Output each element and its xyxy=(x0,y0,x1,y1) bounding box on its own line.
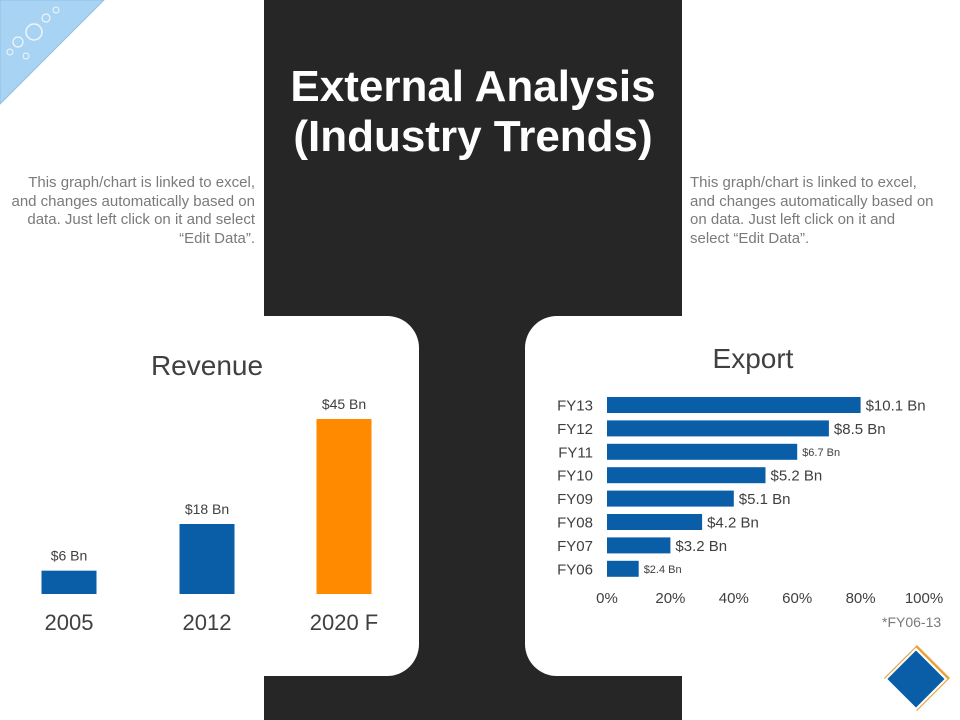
export-x-tick-label: 0% xyxy=(596,590,618,607)
export-category-label: FY12 xyxy=(557,421,593,438)
export-bar xyxy=(607,397,861,413)
export-chart-title: Export xyxy=(713,343,794,374)
export-x-tick-label: 60% xyxy=(782,590,812,607)
export-bar xyxy=(607,537,671,554)
export-data-label: $5.2 Bn xyxy=(771,468,823,485)
revenue-bar xyxy=(41,570,97,594)
export-data-label: $2.4 Bn xyxy=(644,564,682,576)
export-data-label: $10.1 Bn xyxy=(866,398,926,415)
export-category-label: FY09 xyxy=(557,491,593,508)
export-data-label: $5.1 Bn xyxy=(739,491,791,508)
export-category-label: FY10 xyxy=(557,468,593,485)
export-category-label: FY06 xyxy=(557,561,593,578)
revenue-chart-title: Revenue xyxy=(151,350,263,381)
export-bar xyxy=(607,420,829,437)
export-x-tick-label: 80% xyxy=(846,590,876,607)
revenue-bar xyxy=(179,524,235,594)
note-right: This graph/chart is linked to excel, and… xyxy=(690,174,934,247)
title-line-2: (Industry Trends) xyxy=(293,112,653,161)
export-category-label: FY08 xyxy=(557,515,593,532)
revenue-data-label: $6 Bn xyxy=(51,548,88,564)
export-bar xyxy=(607,514,703,530)
revenue-data-label: $45 Bn xyxy=(322,396,366,412)
export-x-tick-label: 40% xyxy=(719,590,749,607)
revenue-category-label: 2005 xyxy=(45,610,94,635)
export-category-label: FY13 xyxy=(557,398,593,415)
diamond-logo-icon xyxy=(884,645,950,711)
note-left: This graph/chart is linked to excel, and… xyxy=(11,174,255,247)
revenue-bar xyxy=(316,419,372,594)
corner-decoration xyxy=(0,0,105,105)
title-line-1: External Analysis xyxy=(290,62,656,111)
revenue-category-label: 2012 xyxy=(183,610,232,635)
export-bar xyxy=(607,443,798,460)
export-data-label: $4.2 Bn xyxy=(707,515,759,532)
export-data-label: $6.7 Bn xyxy=(802,447,840,459)
export-data-label: $3.2 Bn xyxy=(675,538,727,555)
export-bar xyxy=(607,490,734,507)
revenue-category-label: 2020 F xyxy=(310,610,379,635)
export-x-tick-label: 20% xyxy=(655,590,685,607)
slide-title: External Analysis (Industry Trends) xyxy=(264,62,682,162)
export-x-tick-label: 100% xyxy=(905,590,943,607)
export-bar xyxy=(607,560,639,577)
footnote: *FY06-13 xyxy=(882,614,942,630)
export-panel xyxy=(525,316,960,676)
export-category-label: FY07 xyxy=(557,538,593,555)
export-data-label: $8.5 Bn xyxy=(834,421,886,438)
revenue-data-label: $18 Bn xyxy=(185,501,229,517)
export-category-label: FY11 xyxy=(558,444,593,461)
export-bar xyxy=(607,467,766,484)
